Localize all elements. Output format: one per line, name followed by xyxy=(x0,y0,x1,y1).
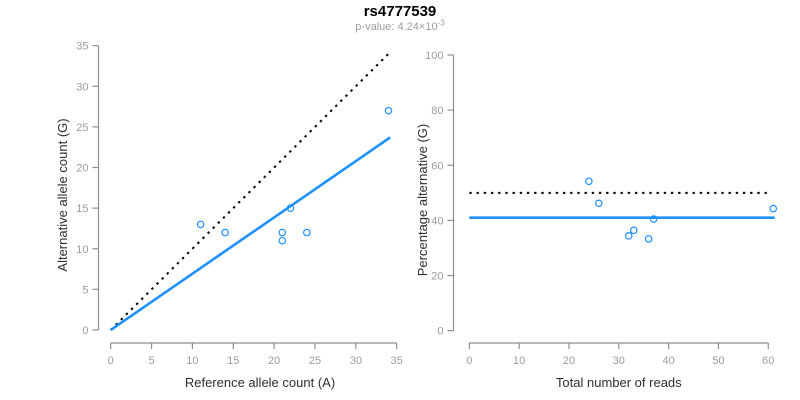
x-tick-label: 0 xyxy=(108,355,114,367)
x-tick-label: 20 xyxy=(268,355,280,367)
x-tick-label: 10 xyxy=(513,355,525,367)
data-point xyxy=(303,228,311,237)
data-point xyxy=(196,220,205,229)
y-tick-label: 40 xyxy=(431,215,443,227)
data-point xyxy=(278,236,287,245)
x-tick-label: 25 xyxy=(309,355,321,367)
pvalue-text: p-value: 4.24×10 xyxy=(355,21,438,33)
pvalue-exponent: -3 xyxy=(437,18,445,28)
x-tick-label: 20 xyxy=(563,355,575,367)
data-point xyxy=(649,215,658,223)
y-tick-label: 100 xyxy=(425,50,443,62)
x-axis-label: Reference allele count (A) xyxy=(185,375,335,390)
y-tick-label: 0 xyxy=(82,325,88,337)
data-point xyxy=(384,106,393,115)
y-tick-label: 60 xyxy=(431,160,443,172)
data-point xyxy=(629,226,638,235)
allele-counts-panel: 0 5 10 15 20 25 30 35 0 5 10 15 20 25 30 35 Reference al… xyxy=(55,41,403,390)
y-tick-label: 30 xyxy=(76,81,88,93)
data-point xyxy=(624,232,633,240)
y-axis-label: Percentage alternative (G) xyxy=(415,124,430,276)
percentage-panel: 0 10 20 30 40 50 60 0 20 40 60 80 100 Total number of… xyxy=(415,50,778,390)
identity-line xyxy=(109,53,390,331)
data-point xyxy=(644,235,653,243)
fit-line xyxy=(109,136,391,332)
data-point xyxy=(286,204,295,212)
x-tick-label: 0 xyxy=(466,355,472,367)
y-axis-label: Alternative allele count (G) xyxy=(55,118,70,271)
data-point xyxy=(769,204,778,213)
y-tick-label: 20 xyxy=(76,163,88,175)
y-tick-label: 5 xyxy=(82,284,88,296)
y-tick-label: 80 xyxy=(431,105,443,117)
x-tick-label: 5 xyxy=(148,355,154,367)
data-point xyxy=(595,199,603,208)
data-point xyxy=(221,228,229,237)
y-tick-label: 25 xyxy=(76,122,88,134)
y-tick-label: 0 xyxy=(437,326,443,338)
data-point xyxy=(278,228,287,237)
data-point xyxy=(585,177,593,186)
pvalue-subtitle: p-value: 4.24×10-3 xyxy=(0,18,800,33)
x-tick-label: 60 xyxy=(762,355,774,367)
x-tick-label: 35 xyxy=(391,355,403,367)
x-tick-label: 30 xyxy=(350,355,362,367)
y-tick-label: 20 xyxy=(431,271,443,283)
y-tick-label: 10 xyxy=(76,244,88,256)
y-tick-label: 15 xyxy=(76,203,88,215)
y-tick-label: 35 xyxy=(76,41,88,53)
page-title: rs4777539 xyxy=(363,3,437,20)
x-tick-label: 50 xyxy=(712,355,724,367)
x-tick-label: 30 xyxy=(613,355,625,367)
x-tick-label: 15 xyxy=(227,355,239,367)
x-axis-label: Total number of reads xyxy=(556,375,682,390)
x-tick-label: 40 xyxy=(662,355,674,367)
x-tick-label: 10 xyxy=(186,355,198,367)
